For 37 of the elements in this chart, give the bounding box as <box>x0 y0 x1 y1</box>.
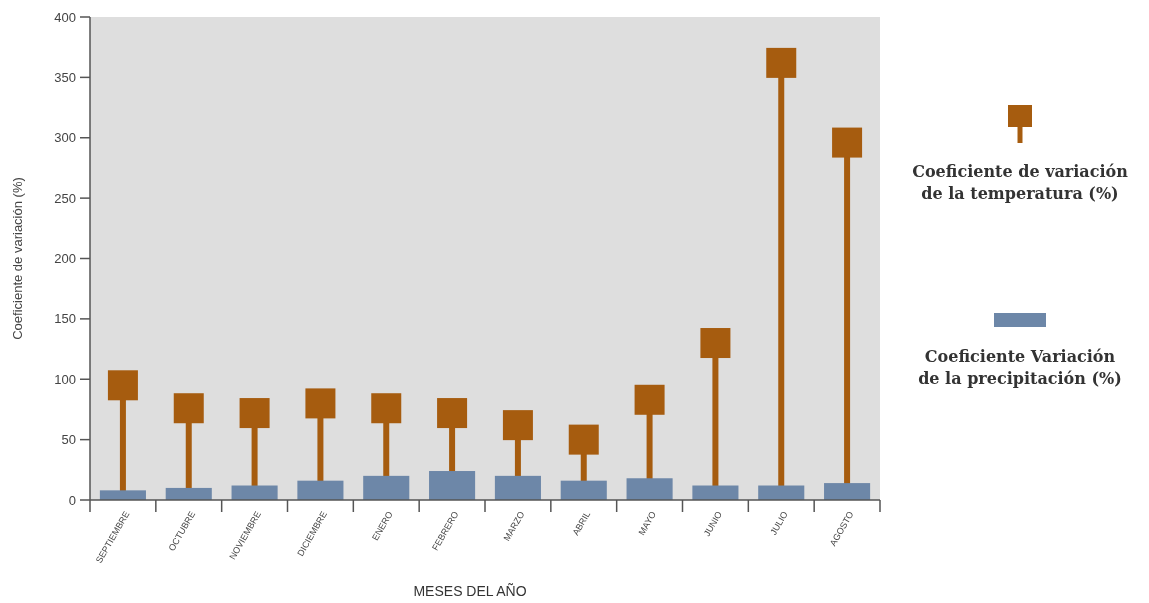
point <box>634 384 665 415</box>
point <box>371 393 402 424</box>
bar <box>165 487 212 500</box>
bar <box>429 471 476 500</box>
point <box>832 127 863 158</box>
bar <box>99 490 146 500</box>
legend-label: Coeficiente de variación de la temperatura (%) <box>912 162 1129 203</box>
bar <box>824 483 871 500</box>
bar <box>231 485 278 500</box>
point <box>766 47 797 78</box>
y-tick-label: 400 <box>54 9 76 25</box>
y-tick-label: 250 <box>54 190 76 206</box>
bar <box>560 480 607 500</box>
point <box>239 398 270 429</box>
point <box>502 410 533 441</box>
bar <box>297 480 344 500</box>
text: Coeficiente Variación de la precipitación (%) <box>918 347 1122 388</box>
bar <box>494 475 541 500</box>
point <box>700 328 731 359</box>
x-axis-title: MESES DEL AÑO <box>413 583 527 599</box>
y-tick-label: 0 <box>68 492 76 508</box>
bar <box>758 485 805 500</box>
y-axis-title: Coeficiente de variación (%) <box>10 177 25 340</box>
bar <box>626 478 673 500</box>
y-tick-label: 200 <box>54 251 76 267</box>
bar <box>692 485 739 500</box>
point <box>568 424 599 455</box>
y-tick-label: 50 <box>61 432 76 448</box>
point <box>437 398 468 429</box>
point <box>107 370 138 401</box>
point <box>305 388 336 419</box>
bar <box>363 475 410 500</box>
y-tick-label: 150 <box>54 311 76 327</box>
point <box>173 393 204 424</box>
y-tick-label: 100 <box>54 371 76 387</box>
y-tick-label: 300 <box>54 130 76 146</box>
y-tick-label: 350 <box>54 69 76 85</box>
